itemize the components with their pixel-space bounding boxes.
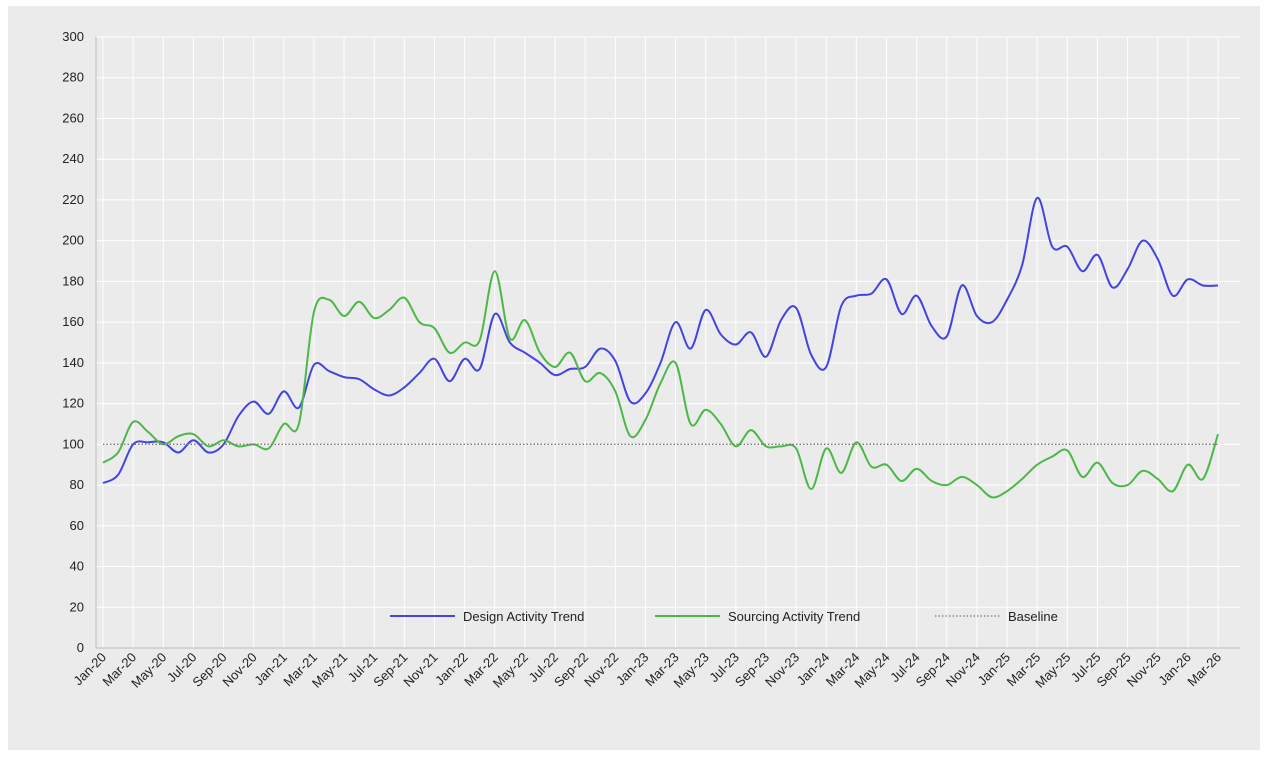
y-tick-label: 100 xyxy=(62,436,84,451)
series-line xyxy=(102,196,1219,484)
chart-background xyxy=(8,6,1260,750)
legend-label: Sourcing Activity Trend xyxy=(728,609,860,624)
series-line xyxy=(102,270,1219,499)
y-tick-label: 20 xyxy=(70,599,84,614)
y-tick-label: 180 xyxy=(62,273,84,288)
y-tick-label: 120 xyxy=(62,396,84,411)
y-tick-label: 0 xyxy=(77,640,84,655)
y-tick-label: 300 xyxy=(62,29,84,44)
legend-label: Design Activity Trend xyxy=(463,609,584,624)
legend-label: Baseline xyxy=(1008,609,1058,624)
y-tick-label: 260 xyxy=(62,110,84,125)
y-tick-label: 160 xyxy=(62,314,84,329)
y-tick-label: 60 xyxy=(70,518,84,533)
y-tick-label: 200 xyxy=(62,233,84,248)
y-tick-label: 280 xyxy=(62,70,84,85)
y-tick-label: 140 xyxy=(62,355,84,370)
y-tick-label: 80 xyxy=(70,477,84,492)
y-tick-label: 240 xyxy=(62,151,84,166)
y-tick-label: 220 xyxy=(62,192,84,207)
y-tick-label: 40 xyxy=(70,559,84,574)
